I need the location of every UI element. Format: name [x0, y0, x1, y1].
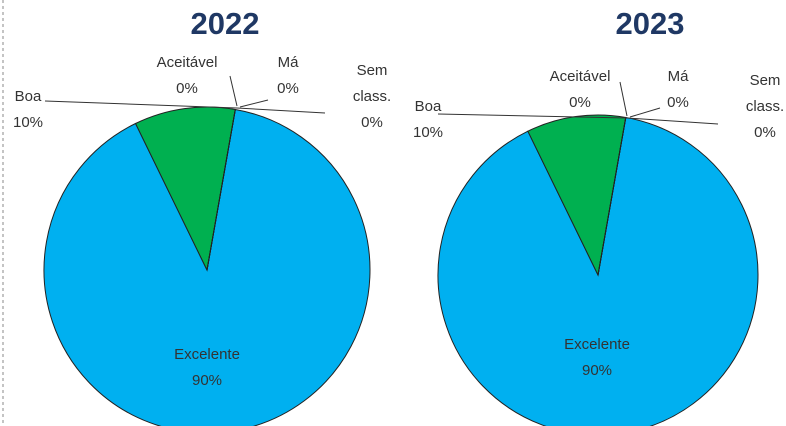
slice-label: Excelente [564, 336, 630, 353]
slice-value-label: 0% [361, 114, 383, 131]
slice-label: Boa [414, 98, 442, 115]
slice-value-label: 10% [12, 114, 44, 131]
leader-line [619, 81, 628, 117]
slice-value-label: 0% [277, 80, 299, 97]
leader-line [437, 113, 628, 119]
chart-title: 2022 [190, 6, 260, 41]
pie-slice [134, 106, 236, 272]
leader-line [629, 107, 661, 118]
leader-line [229, 75, 238, 107]
slice-label: Má [667, 68, 689, 85]
slice-label: Excelente [174, 346, 240, 363]
slice-value-label: 90% [191, 372, 223, 389]
slice-value-label: 90% [581, 362, 613, 379]
slice-label: Aceitável [156, 54, 218, 71]
slice-value-label: 0% [667, 94, 689, 111]
slice-value-label: 10% [412, 124, 444, 141]
slice-value-label: 0% [569, 94, 591, 111]
slice-label: Sem class. [352, 62, 392, 105]
chart-title: 2023 [615, 6, 685, 41]
leader-line [626, 117, 719, 125]
leader-line [239, 99, 269, 108]
slice-label: Sem class. [745, 72, 785, 115]
pie-slice [437, 116, 759, 426]
slice-label: Má [277, 54, 299, 71]
pie-slice [43, 108, 371, 426]
slice-label: Boa [14, 88, 42, 105]
slice-label: Aceitável [549, 68, 611, 85]
leader-line [236, 107, 326, 114]
slice-value-label: 0% [754, 124, 776, 141]
leader-line [44, 100, 238, 109]
pie-slice [597, 117, 627, 276]
slice-value-label: 0% [176, 80, 198, 97]
